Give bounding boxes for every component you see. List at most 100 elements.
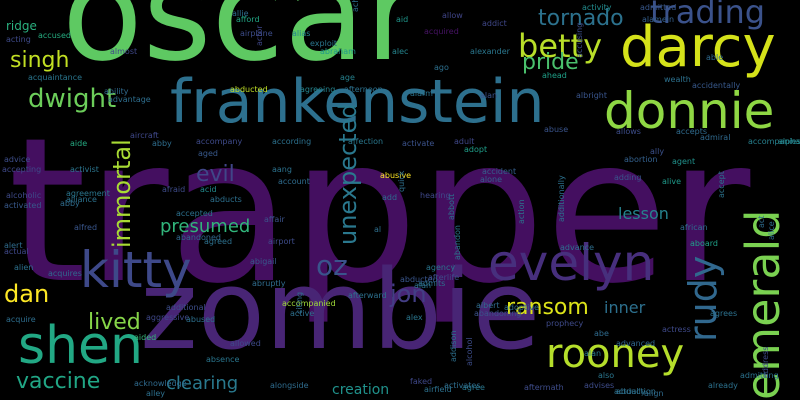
word: vaccine bbox=[16, 369, 101, 394]
word: active bbox=[290, 309, 315, 318]
word: immortal bbox=[108, 139, 136, 248]
word: allie bbox=[232, 9, 249, 18]
word: rooney bbox=[546, 331, 685, 377]
word: acknowledge bbox=[134, 379, 187, 388]
word: abruptly bbox=[252, 279, 286, 288]
word: albert bbox=[476, 301, 500, 310]
word: abducts bbox=[210, 195, 242, 204]
word: admitted bbox=[640, 3, 677, 12]
word: exploit bbox=[310, 39, 338, 48]
word: affection bbox=[348, 137, 384, 146]
word: unexpected bbox=[334, 103, 362, 245]
word: alcohol bbox=[465, 337, 474, 366]
word: aided bbox=[134, 333, 157, 342]
word: adoptive bbox=[504, 303, 539, 312]
word: agent bbox=[672, 157, 696, 166]
word: airfield bbox=[424, 385, 452, 394]
word: abandoned bbox=[176, 233, 221, 242]
word: abused bbox=[186, 315, 216, 324]
word: abusive bbox=[380, 171, 412, 180]
word: oscar bbox=[62, 0, 420, 91]
word: african bbox=[680, 223, 708, 232]
word: dan bbox=[4, 280, 50, 308]
word: alexander bbox=[470, 47, 510, 56]
word: alarm bbox=[410, 89, 433, 98]
word: agrees bbox=[710, 309, 738, 318]
word: alley bbox=[146, 389, 166, 398]
word: accompany bbox=[196, 137, 243, 146]
word: abraham bbox=[320, 47, 356, 56]
word: creation bbox=[332, 382, 390, 398]
word: activate bbox=[402, 139, 435, 148]
word: alive bbox=[662, 177, 682, 186]
word: afford bbox=[236, 15, 260, 24]
word: accompanied bbox=[282, 299, 336, 308]
word: alias bbox=[292, 29, 311, 38]
word: alan bbox=[414, 281, 432, 290]
word: acquires bbox=[48, 269, 82, 278]
word: account bbox=[278, 177, 310, 186]
word: alpha bbox=[778, 137, 800, 146]
word: actress bbox=[662, 325, 691, 334]
word: abe bbox=[594, 329, 609, 338]
word: accepts bbox=[676, 127, 708, 136]
word: activates bbox=[444, 381, 481, 390]
word: addison bbox=[449, 330, 458, 362]
word: alone bbox=[480, 175, 503, 184]
word: abortion bbox=[624, 155, 658, 164]
word: according bbox=[272, 137, 312, 146]
word: afterlife bbox=[428, 273, 460, 282]
word: shen bbox=[18, 316, 143, 376]
word: abby bbox=[60, 199, 80, 208]
word: almost bbox=[110, 47, 138, 56]
word: admit bbox=[0, 0, 47, 17]
word: already bbox=[708, 381, 738, 390]
word: dwight bbox=[28, 84, 117, 114]
word: addict bbox=[482, 19, 507, 28]
word: ability bbox=[104, 87, 129, 96]
word: achieve bbox=[351, 0, 360, 12]
word: aftermath bbox=[524, 383, 564, 392]
word: alec bbox=[392, 47, 409, 56]
word: ally bbox=[650, 147, 665, 156]
word: accepting bbox=[2, 165, 42, 174]
word: acid bbox=[200, 185, 217, 194]
word: allowed bbox=[230, 339, 261, 348]
word: accepted bbox=[176, 209, 213, 218]
word: age bbox=[340, 73, 355, 82]
word: act bbox=[757, 215, 766, 228]
word: allow bbox=[442, 11, 463, 20]
word: abby bbox=[152, 139, 172, 148]
word: allows bbox=[616, 127, 641, 136]
word: aboard bbox=[690, 239, 719, 248]
word: donnie bbox=[604, 82, 775, 140]
word: darcy bbox=[620, 15, 776, 80]
word: activist bbox=[70, 165, 99, 174]
word: hearing bbox=[420, 191, 451, 200]
word: all bbox=[0, 0, 19, 17]
word: actor bbox=[255, 25, 264, 46]
word: abducted bbox=[230, 85, 268, 94]
word: accompanies bbox=[748, 137, 800, 146]
word: alan bbox=[480, 91, 498, 100]
word: citing bbox=[295, 291, 304, 314]
word: evelyn bbox=[488, 234, 655, 292]
word: aged bbox=[198, 149, 218, 158]
word: affair bbox=[264, 215, 285, 224]
word: betty bbox=[518, 27, 603, 65]
word: afterward bbox=[348, 291, 387, 300]
word: accidentally bbox=[692, 81, 741, 90]
word: accept bbox=[717, 171, 726, 198]
word: abduction bbox=[616, 387, 656, 396]
word: afraid bbox=[162, 185, 186, 194]
word: abigail bbox=[250, 257, 277, 266]
word: inner bbox=[604, 298, 646, 317]
word: ridge bbox=[6, 19, 37, 33]
word: accident bbox=[482, 167, 517, 176]
word: zombie bbox=[140, 246, 541, 374]
word: additionally bbox=[557, 175, 566, 222]
word: abducted bbox=[400, 275, 438, 284]
word: prophecy bbox=[546, 319, 584, 328]
word: align bbox=[644, 389, 664, 398]
word: abandoning bbox=[474, 309, 522, 318]
